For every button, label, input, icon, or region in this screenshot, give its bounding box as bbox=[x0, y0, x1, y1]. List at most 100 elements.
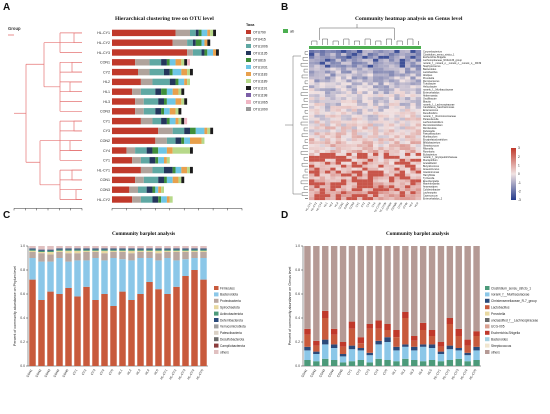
otu-bar-segment bbox=[166, 137, 176, 144]
stacked-bar-segment bbox=[339, 246, 347, 342]
heatmap-cell bbox=[367, 50, 374, 54]
heatmap-cell bbox=[415, 188, 422, 192]
heatmap-column-label: HL2 bbox=[328, 201, 334, 208]
x-axis-tick-label: HL-CY4 bbox=[186, 368, 195, 380]
heatmap-cell bbox=[394, 188, 400, 192]
heatmap-cell bbox=[399, 85, 406, 89]
heatmap-cell bbox=[378, 173, 384, 177]
otu-bar-segment bbox=[175, 98, 182, 105]
x-axis-tick-label: HL2 bbox=[400, 368, 407, 375]
heatmap-cell bbox=[362, 111, 368, 115]
heatmap-cell bbox=[341, 76, 347, 80]
stacked-bar-segment bbox=[182, 249, 189, 251]
otu-bar-segment bbox=[195, 127, 205, 135]
stacked-bar-segment bbox=[56, 250, 63, 252]
heatmap-cell bbox=[357, 82, 363, 86]
otu-bar-segment bbox=[178, 176, 182, 184]
heatmap-cell bbox=[389, 173, 395, 177]
heatmap-cell bbox=[405, 152, 411, 156]
stacked-bar-segment bbox=[313, 354, 320, 362]
heatmap-cell bbox=[373, 76, 379, 80]
otu-bar-segment bbox=[172, 88, 179, 95]
heatmap-cell bbox=[367, 55, 374, 59]
otu-bar-segment bbox=[166, 147, 173, 154]
heatmap-cell bbox=[341, 102, 347, 106]
heatmap-cell bbox=[325, 170, 331, 174]
stacked-bar-segment bbox=[38, 253, 45, 262]
heatmap-cell bbox=[346, 176, 352, 180]
heatmap-cell bbox=[346, 114, 352, 118]
stacked-bar-segment bbox=[155, 248, 162, 250]
heatmap-cell bbox=[362, 126, 368, 130]
heatmap-cell bbox=[341, 73, 347, 77]
heatmap-cell bbox=[362, 158, 368, 162]
heatmap-cell bbox=[325, 161, 331, 165]
tree-axis-tick-label: 0 bbox=[81, 211, 83, 212]
heatmap-cell bbox=[335, 152, 342, 156]
stacked-bar-segment bbox=[428, 336, 436, 345]
heatmap-cell bbox=[394, 67, 400, 71]
stacked-bar-segment bbox=[38, 249, 45, 251]
heatmap-cell bbox=[357, 91, 363, 95]
stacked-bar-segment bbox=[419, 246, 427, 323]
stacked-bar-segment bbox=[182, 276, 189, 366]
heatmap-cell bbox=[383, 94, 390, 98]
stacked-bar-segment bbox=[29, 249, 36, 251]
heatmap-row-label: Parasutterella bbox=[423, 118, 439, 121]
heatmap-cell bbox=[362, 182, 368, 186]
otu-bar-segment bbox=[169, 78, 176, 86]
heatmap-cell bbox=[330, 117, 336, 121]
stacked-bar-segment bbox=[411, 346, 418, 351]
heatmap-cell bbox=[351, 176, 358, 180]
heatmap-cell bbox=[378, 152, 384, 156]
heatmap-row-label: norank_f__Ruminococcaceae bbox=[423, 115, 457, 118]
heatmap-cell bbox=[319, 170, 326, 174]
stacked-bar-segment bbox=[313, 340, 320, 346]
stacked-bar-segment bbox=[155, 249, 162, 251]
otu-bar-segment bbox=[201, 49, 205, 56]
stacked-bar-segment bbox=[313, 345, 320, 352]
heatmap-cell bbox=[325, 123, 331, 127]
heatmap-cell bbox=[362, 141, 368, 145]
dendrogram-branch bbox=[71, 169, 82, 181]
otu-bar-segment bbox=[195, 39, 202, 46]
heatmap-cell bbox=[367, 123, 374, 127]
heatmap-cell bbox=[405, 105, 411, 109]
heatmap-row-label: Alistipes bbox=[423, 74, 433, 77]
heatmap-cell bbox=[394, 194, 400, 198]
x-axis-tick-label: CON4 bbox=[327, 368, 335, 378]
heatmap-cell bbox=[394, 88, 400, 92]
x-axis-tick-label: HL2 bbox=[126, 368, 133, 375]
heatmap-cell bbox=[346, 55, 352, 59]
heatmap-row-label: Helicobacter bbox=[423, 86, 437, 89]
heatmap-row-label: Bifidobacterium bbox=[423, 142, 440, 145]
heatmap-cell bbox=[309, 194, 315, 198]
heatmap-cell bbox=[362, 50, 368, 54]
heatmap-cell bbox=[351, 82, 358, 86]
heatmap-cell bbox=[325, 76, 331, 80]
heatmap-row-label: Prevotella bbox=[423, 77, 435, 80]
heatmap-cell bbox=[389, 182, 395, 186]
heatmap-cell bbox=[314, 176, 320, 180]
stacked-bar-segment bbox=[375, 246, 382, 321]
otu-bar-segment bbox=[112, 127, 159, 135]
stacked-bar-segment bbox=[83, 260, 90, 287]
heatmap-cell bbox=[394, 58, 400, 62]
otu-bar-segment bbox=[143, 108, 156, 115]
heatmap-cell bbox=[399, 129, 406, 133]
heatmap-cell bbox=[351, 52, 358, 56]
heatmap-column-label: CY3 bbox=[365, 201, 371, 208]
heatmap-cell bbox=[357, 61, 363, 65]
heatmap-cell bbox=[415, 182, 422, 186]
heatmap-cell bbox=[394, 79, 400, 83]
heatmap-cell bbox=[362, 197, 368, 201]
legend-swatch bbox=[214, 343, 219, 348]
heatmap-cell bbox=[378, 182, 384, 186]
stacked-bar-segment bbox=[473, 346, 480, 351]
heatmap-cell bbox=[405, 141, 411, 145]
x-axis-tick-label: HL-CY1 bbox=[433, 368, 442, 380]
heatmap-cell bbox=[399, 188, 406, 192]
heatmap-cell bbox=[367, 70, 374, 74]
bar-axis-tick-label: 0.45 bbox=[239, 211, 246, 212]
heatmap-cell bbox=[335, 117, 342, 121]
